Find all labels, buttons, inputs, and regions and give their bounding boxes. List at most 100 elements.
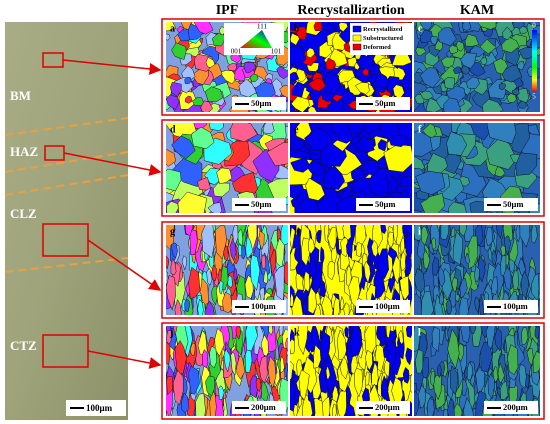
grain (340, 295, 345, 311)
map-panel (290, 123, 412, 213)
grain (207, 202, 223, 213)
scale-bar-label: 50μm (251, 98, 271, 108)
grain (291, 81, 306, 98)
grain (414, 225, 424, 241)
scale-bar-box (66, 400, 126, 416)
rex-legend-label: Recrystallized (363, 26, 403, 33)
grain (371, 361, 379, 386)
grain (379, 326, 386, 347)
grain (307, 105, 318, 112)
grain (497, 362, 505, 384)
grain (181, 255, 188, 271)
grain (244, 349, 253, 374)
grain (250, 254, 261, 292)
grain (405, 347, 412, 366)
grain (491, 276, 498, 296)
micrograph (5, 22, 128, 420)
grain (414, 123, 425, 133)
grain (511, 88, 520, 96)
grain (377, 139, 387, 152)
grain (218, 385, 225, 400)
grain (503, 235, 511, 256)
panel-letter: a (170, 23, 175, 34)
grain (492, 366, 499, 383)
grain (279, 355, 285, 374)
grain (432, 256, 440, 276)
grain (170, 257, 177, 276)
grain (174, 298, 182, 315)
map-panel (290, 225, 412, 315)
grain (290, 139, 305, 151)
ipf-legend-label: 001 (231, 48, 242, 56)
grain (306, 160, 326, 176)
grain (260, 333, 269, 357)
grain (341, 89, 357, 105)
grain (452, 66, 462, 75)
grain (172, 369, 184, 406)
grain (290, 381, 296, 412)
grain (177, 191, 208, 213)
grain (405, 326, 412, 338)
grain (402, 225, 408, 239)
scale-bar-label: 100μm (503, 301, 528, 311)
grain (444, 77, 455, 90)
grain (197, 298, 204, 315)
row-frame (161, 119, 545, 217)
grain (204, 300, 215, 315)
arrow (87, 239, 162, 291)
grain (290, 157, 311, 173)
scale-bar-label: 200μm (251, 402, 276, 412)
panel-letter: i (418, 226, 421, 237)
grain (235, 326, 241, 340)
grain (415, 170, 446, 195)
grain (298, 394, 303, 408)
grain (377, 248, 389, 279)
grain (201, 225, 215, 259)
grain (184, 77, 192, 84)
grain (200, 100, 214, 112)
grain (192, 97, 205, 106)
grain (193, 22, 214, 35)
grain (464, 33, 480, 47)
grain (462, 22, 472, 31)
grain (232, 225, 239, 246)
grain (188, 266, 201, 300)
grain (233, 267, 238, 281)
grain (347, 56, 357, 68)
grain (268, 326, 274, 336)
grain (480, 326, 489, 339)
panel-letter: e (294, 124, 299, 135)
grain (430, 35, 438, 46)
scale-bar-label: 50μm (503, 199, 523, 209)
grain (181, 392, 190, 413)
grain (245, 234, 254, 259)
grain (363, 260, 371, 284)
grain (461, 378, 468, 397)
grain (319, 279, 327, 298)
grain (431, 237, 437, 250)
grain (405, 253, 412, 275)
grain (371, 239, 378, 258)
grain (206, 267, 213, 286)
scale-bar-label: 100μm (375, 301, 400, 311)
grain (465, 76, 480, 90)
grain (386, 326, 391, 339)
ipf-legend-label: 111 (257, 23, 267, 31)
scale-bar-box (232, 401, 286, 414)
grain (249, 375, 258, 399)
grain (499, 380, 509, 400)
row-frame (161, 322, 545, 420)
grain (460, 326, 471, 343)
scale-bar-label: 50μm (251, 199, 271, 209)
grain (307, 237, 316, 255)
grain (398, 329, 404, 345)
scale-bar-label: 200μm (503, 402, 528, 412)
grain (382, 344, 389, 359)
ipf-triangle (240, 30, 272, 48)
grain (507, 344, 519, 376)
grain (291, 368, 296, 383)
grain (211, 264, 218, 282)
grain (486, 123, 517, 145)
grain (293, 404, 298, 416)
grain (166, 168, 182, 192)
